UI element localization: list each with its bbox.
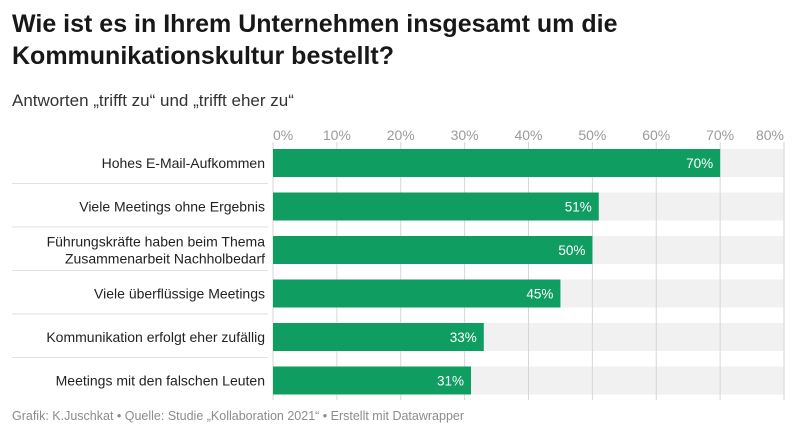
x-tick-label: 0% (273, 127, 293, 143)
x-tick-label: 10% (323, 127, 351, 143)
category-label: Zusammenarbeit Nachholbedarf (65, 251, 265, 267)
category-label: Hohes E-Mail-Aufkommen (102, 155, 265, 171)
chart-title: Wie ist es in Ihrem Unternehmen insgesam… (12, 10, 618, 70)
bar (273, 192, 599, 221)
bar-value-label: 51% (565, 200, 592, 215)
category-label: Viele Meetings ohne Ergebnis (79, 199, 265, 215)
bar (273, 149, 721, 177)
x-tick-label: 20% (387, 127, 415, 143)
x-tick-label: 50% (578, 127, 606, 143)
x-tick-label: 80% (756, 127, 784, 143)
bar (273, 236, 593, 264)
bar (273, 279, 561, 308)
bar-value-label: 70% (686, 156, 713, 171)
x-tick-label: 70% (706, 127, 734, 143)
x-tick-label: 60% (642, 127, 670, 143)
bar-value-label: 31% (437, 374, 464, 389)
category-label: Viele überflüssige Meetings (94, 286, 265, 302)
category-label: Führungskräfte haben beim Thema (47, 234, 266, 250)
x-tick-label: 30% (451, 127, 479, 143)
bar (273, 323, 484, 351)
bar-value-label: 33% (450, 330, 477, 345)
category-label: Meetings mit den falschen Leuten (56, 373, 265, 389)
bar-value-label: 50% (558, 243, 585, 258)
chart-footer: Grafik: K.Juschkat • Quelle: Studie „Kol… (12, 409, 465, 423)
x-tick-label: 40% (514, 127, 542, 143)
bar-value-label: 45% (526, 287, 553, 302)
bar (273, 366, 472, 395)
chart-subtitle: Antworten „trifft zu“ und „trifft eher z… (12, 91, 294, 110)
bar-chart: 0% 10% 20% 30% 40% 50% 60% 70% 80% 70% Hohes E-Mai… (12, 127, 785, 400)
category-label: Kommunikation erfolgt eher zufällig (46, 329, 265, 345)
